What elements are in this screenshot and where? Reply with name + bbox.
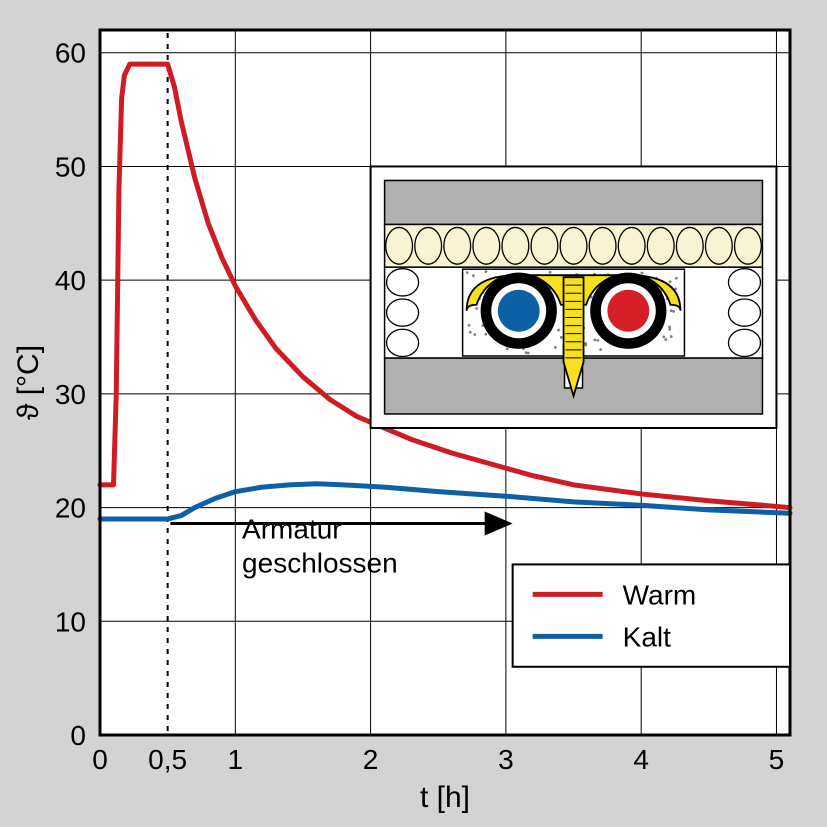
x-axis-label: t [h]: [420, 781, 470, 814]
cold-pipe: [498, 290, 540, 332]
x-tick-label: 4: [633, 744, 649, 775]
x-tick-label: 5: [769, 744, 785, 775]
annotation-text-1: Armatur: [242, 513, 342, 544]
temperature-chart: 00,5123450102030405060t [h]ϑ [°C]Armatur…: [0, 0, 827, 827]
annotation-text-2: geschlossen: [242, 547, 398, 578]
x-tick-label: 0: [92, 744, 108, 775]
y-tick-label: 10: [55, 606, 86, 637]
x-tick-label: 1: [228, 744, 244, 775]
y-tick-label: 40: [55, 265, 86, 296]
legend-label-warm: Warm: [623, 579, 697, 610]
x-tick-label: 3: [498, 744, 514, 775]
hot-pipe: [607, 290, 649, 332]
legend-label-kalt: Kalt: [623, 621, 671, 652]
y-tick-label: 30: [55, 379, 86, 410]
y-tick-label: 60: [55, 38, 86, 69]
y-tick-label: 50: [55, 151, 86, 182]
pipe-cross-section-diagram: [371, 166, 777, 428]
y-axis-label: ϑ [°C]: [12, 345, 45, 420]
y-tick-label: 0: [70, 720, 86, 751]
x-tick-label: 0,5: [148, 744, 187, 775]
x-tick-label: 2: [363, 744, 379, 775]
y-tick-label: 20: [55, 493, 86, 524]
